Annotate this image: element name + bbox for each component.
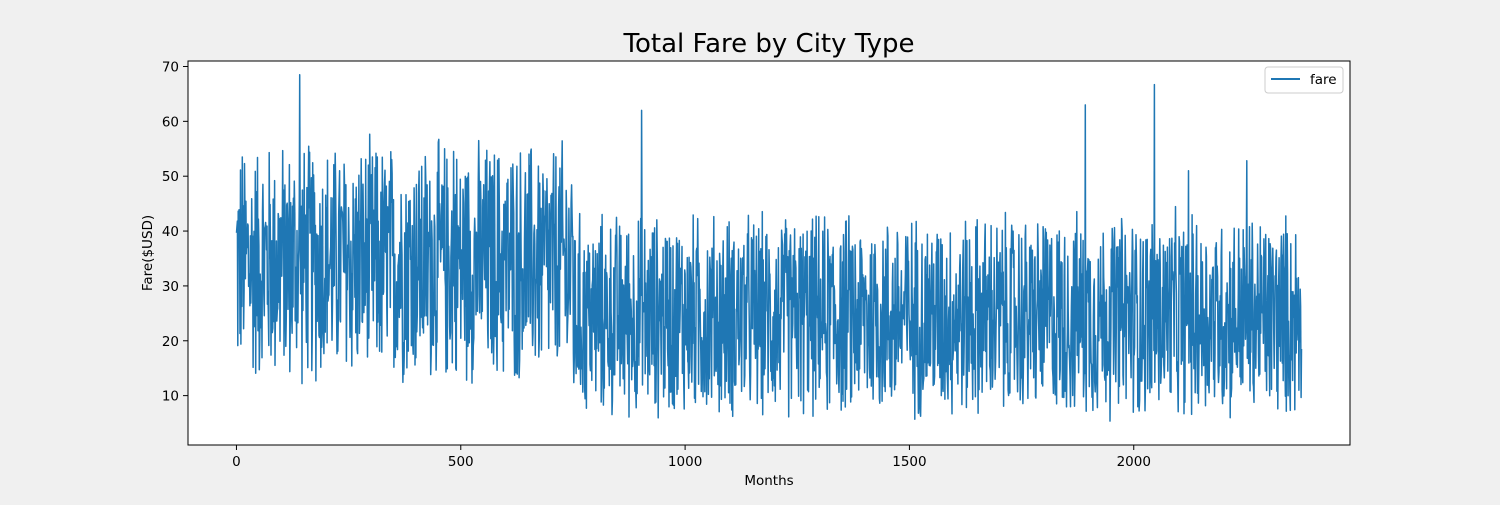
y-tick-label: 40: [162, 224, 179, 240]
y-tick-label: 10: [162, 389, 179, 405]
legend-box: [1264, 66, 1344, 94]
x-tick-label: 1000: [668, 454, 702, 470]
y-tick-label: 60: [162, 114, 179, 130]
y-tick-label: 30: [162, 279, 179, 295]
y-tick-label: 20: [162, 334, 179, 350]
y-axis-label: Fare($USD): [140, 215, 156, 291]
legend-label-fare: fare: [1310, 72, 1337, 88]
x-axis-label: Months: [744, 473, 793, 489]
series-line-fare: [235, 73, 1303, 422]
x-tick-label: 1500: [892, 454, 926, 470]
legend: fare: [1264, 66, 1344, 94]
y-tick-label: 70: [162, 59, 179, 75]
x-tick-label: 0: [232, 454, 241, 470]
x-tick-label: 2000: [1117, 454, 1151, 470]
y-tick-label: 50: [162, 169, 179, 185]
chart-title: Total Fare by City Type: [623, 29, 915, 59]
plot-frame: [187, 60, 1351, 446]
x-tick-label: 500: [448, 454, 474, 470]
